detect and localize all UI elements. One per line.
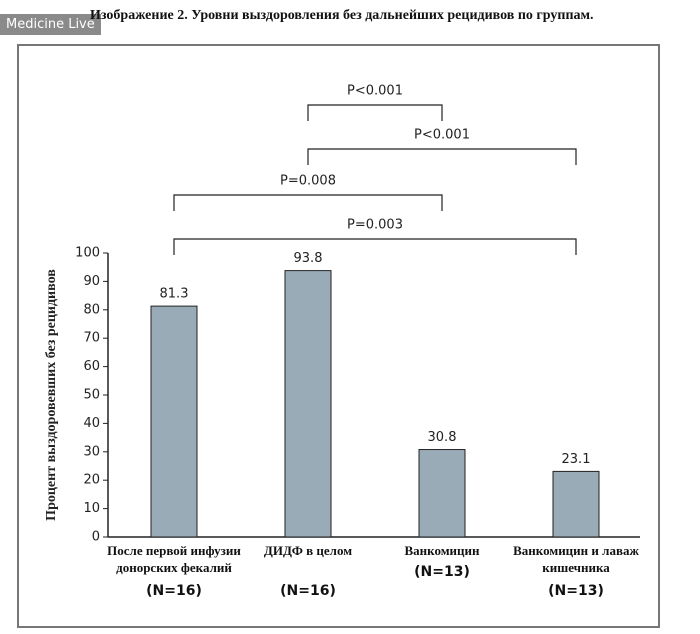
- x-tick-label: Ванкомицин: [404, 543, 480, 558]
- watermark: Medicine Live: [0, 14, 101, 35]
- bar: [418, 449, 466, 538]
- p-value: P=0.008: [280, 174, 336, 189]
- y-tick-label: 10: [83, 501, 100, 516]
- bracket: [307, 104, 443, 121]
- n-label: (N=16): [146, 583, 202, 599]
- p-value: P=0.003: [347, 218, 403, 233]
- n-label: (N=13): [548, 583, 604, 599]
- y-tick-label: 90: [83, 274, 100, 289]
- y-tick-label: 20: [83, 473, 100, 488]
- bar: [150, 305, 198, 538]
- p-value: P<0.001: [347, 84, 403, 99]
- y-tick-label: 60: [83, 359, 100, 374]
- y-tick-label: 70: [83, 331, 100, 346]
- value-label: 93.8: [294, 251, 323, 266]
- y-tick-label: 40: [83, 416, 100, 431]
- value-label: 30.8: [428, 430, 457, 445]
- chart-title: Изображение 2. Уровни выздоровления без …: [90, 8, 594, 23]
- frame: [17, 44, 660, 628]
- value-label: 23.1: [562, 452, 591, 467]
- bracket: [173, 238, 577, 255]
- y-axis-label: Процент выздоровевших без рецидивов: [44, 269, 59, 521]
- n-label: (N=16): [280, 583, 336, 599]
- bracket: [173, 194, 443, 211]
- n-label: (N=13): [414, 564, 470, 580]
- y-tick-label: 80: [83, 302, 100, 317]
- value-label: 81.3: [160, 287, 189, 302]
- bracket: [307, 148, 577, 165]
- y-tick-label: 30: [83, 444, 100, 459]
- x-tick-label: ДИДФ в целом: [263, 543, 353, 558]
- y-tick-label: 0: [92, 530, 100, 545]
- bar: [552, 470, 600, 538]
- p-value: P<0.001: [414, 128, 470, 143]
- x-tick-label: После первой инфузии донорских фекалий: [107, 543, 241, 575]
- y-tick-label: 100: [75, 246, 100, 261]
- x-tick-label: Ванкомицин и лаваж кишечника: [513, 543, 639, 575]
- bar: [284, 270, 332, 538]
- y-tick-label: 50: [83, 388, 100, 403]
